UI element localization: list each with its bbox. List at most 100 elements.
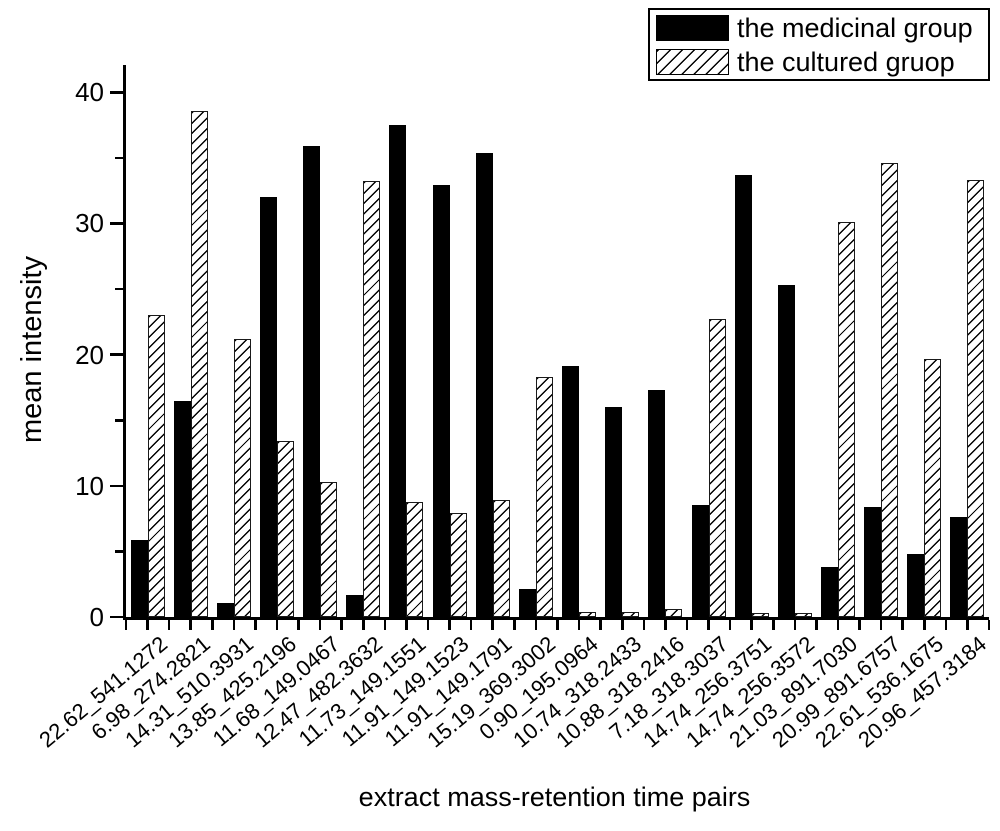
bar-cultured xyxy=(233,338,251,617)
x-axis-tick xyxy=(383,620,387,630)
x-axis-tick xyxy=(707,620,710,630)
bar-medicinal xyxy=(389,125,407,617)
bar-group xyxy=(816,65,859,617)
bar-cultured xyxy=(967,180,985,617)
bar-medicinal xyxy=(303,146,321,617)
y-axis-tick-label: 30 xyxy=(75,208,104,239)
bar-cultured xyxy=(751,613,769,617)
x-axis-title: extract mass-retention time pairs xyxy=(358,782,751,812)
bar-cultured xyxy=(492,500,510,617)
x-axis-tick xyxy=(664,620,667,630)
bar-group xyxy=(169,65,212,617)
bar-medicinal xyxy=(260,197,277,617)
bar-medicinal xyxy=(130,539,148,617)
bar-group xyxy=(860,65,903,617)
x-axis-tick xyxy=(318,620,322,630)
bar-medicinal xyxy=(216,602,234,617)
bar-group xyxy=(126,65,169,617)
bar-medicinal xyxy=(562,366,580,617)
bar-group xyxy=(342,65,385,617)
y-axis-minor-tick xyxy=(115,156,123,160)
legend-label-medicinal: the medicinal group xyxy=(737,12,973,43)
bar-medicinal xyxy=(173,400,191,617)
legend-swatch-solid-icon xyxy=(656,14,729,41)
x-axis-tick xyxy=(966,620,969,630)
bar-medicinal xyxy=(734,174,752,617)
bar-cultured xyxy=(277,441,294,617)
bar-group xyxy=(212,65,255,617)
bar-group xyxy=(644,65,687,617)
bar-group xyxy=(255,65,298,617)
x-axis-tick xyxy=(901,620,904,630)
bar-cultured xyxy=(449,513,467,617)
x-axis-tick xyxy=(815,620,818,630)
x-axis-tick xyxy=(534,620,538,630)
x-axis-tick xyxy=(944,620,948,630)
bar-group xyxy=(428,65,471,617)
bar-medicinal xyxy=(907,554,925,617)
x-axis-tick xyxy=(426,620,430,630)
bar-group xyxy=(299,65,342,617)
y-axis-minor-tick xyxy=(115,550,123,553)
x-axis-tick xyxy=(750,620,753,630)
x-axis-tick xyxy=(211,620,214,630)
bar-cultured xyxy=(320,481,338,617)
x-axis-tick xyxy=(275,620,279,630)
x-axis-tick xyxy=(362,620,365,630)
bar-medicinal xyxy=(864,506,882,617)
x-axis-tick xyxy=(599,620,602,630)
x-axis-tick xyxy=(771,620,775,630)
x-axis-tick xyxy=(297,620,300,630)
bar-cultured xyxy=(794,613,812,617)
legend-swatch-hatch-icon xyxy=(656,48,729,75)
y-axis-major-tick xyxy=(110,222,123,225)
x-axis-tick xyxy=(836,620,840,630)
x-axis-tick xyxy=(448,620,451,630)
x-axis-tick xyxy=(728,620,732,630)
x-axis-tick xyxy=(858,620,861,630)
bar-medicinal xyxy=(820,567,838,617)
bar-group xyxy=(385,65,428,617)
y-axis-minor-tick xyxy=(115,287,123,291)
bar-group xyxy=(946,65,989,617)
bar-cultured xyxy=(924,358,942,617)
x-axis-tick xyxy=(167,620,171,630)
y-axis-major-tick xyxy=(110,484,123,488)
y-axis-tick-label: 20 xyxy=(75,339,104,370)
bar-group xyxy=(601,65,644,617)
x-axis-tick xyxy=(491,620,495,630)
bar-cultured xyxy=(881,163,899,617)
x-axis-tick xyxy=(922,620,926,630)
x-axis-tick xyxy=(340,620,344,630)
x-axis-tick xyxy=(405,620,408,630)
x-axis-tick xyxy=(793,620,797,630)
y-axis-tick-label: 10 xyxy=(75,470,104,501)
bar-cultured xyxy=(837,222,855,617)
bar-cultured xyxy=(535,376,553,617)
bar-medicinal xyxy=(691,505,709,617)
x-axis-tick xyxy=(685,620,689,630)
y-axis-minor-tick xyxy=(115,418,123,422)
x-axis-tick xyxy=(879,620,883,630)
bar-cultured xyxy=(579,611,597,617)
x-axis-tick xyxy=(987,620,991,630)
x-axis-tick xyxy=(189,620,193,630)
legend: the medicinal group the cultured gruop xyxy=(648,8,990,81)
bar-group xyxy=(903,65,946,617)
bar-cultured xyxy=(406,501,424,617)
bar-cultured xyxy=(708,319,726,617)
bar-medicinal xyxy=(518,589,536,617)
y-axis-major-tick xyxy=(110,615,123,619)
y-axis-tick-label: 40 xyxy=(75,77,104,108)
legend-entry-medicinal: the medicinal group xyxy=(656,13,982,43)
bar-cultured xyxy=(665,609,683,617)
bar-cultured xyxy=(190,110,208,617)
bar-medicinal xyxy=(605,407,623,617)
x-axis-tick xyxy=(146,620,149,630)
bar-cultured xyxy=(622,611,640,617)
x-axis-tick xyxy=(642,620,646,630)
x-axis-tick xyxy=(124,620,128,630)
x-axis-tick xyxy=(556,620,559,630)
bar-group xyxy=(773,65,816,617)
